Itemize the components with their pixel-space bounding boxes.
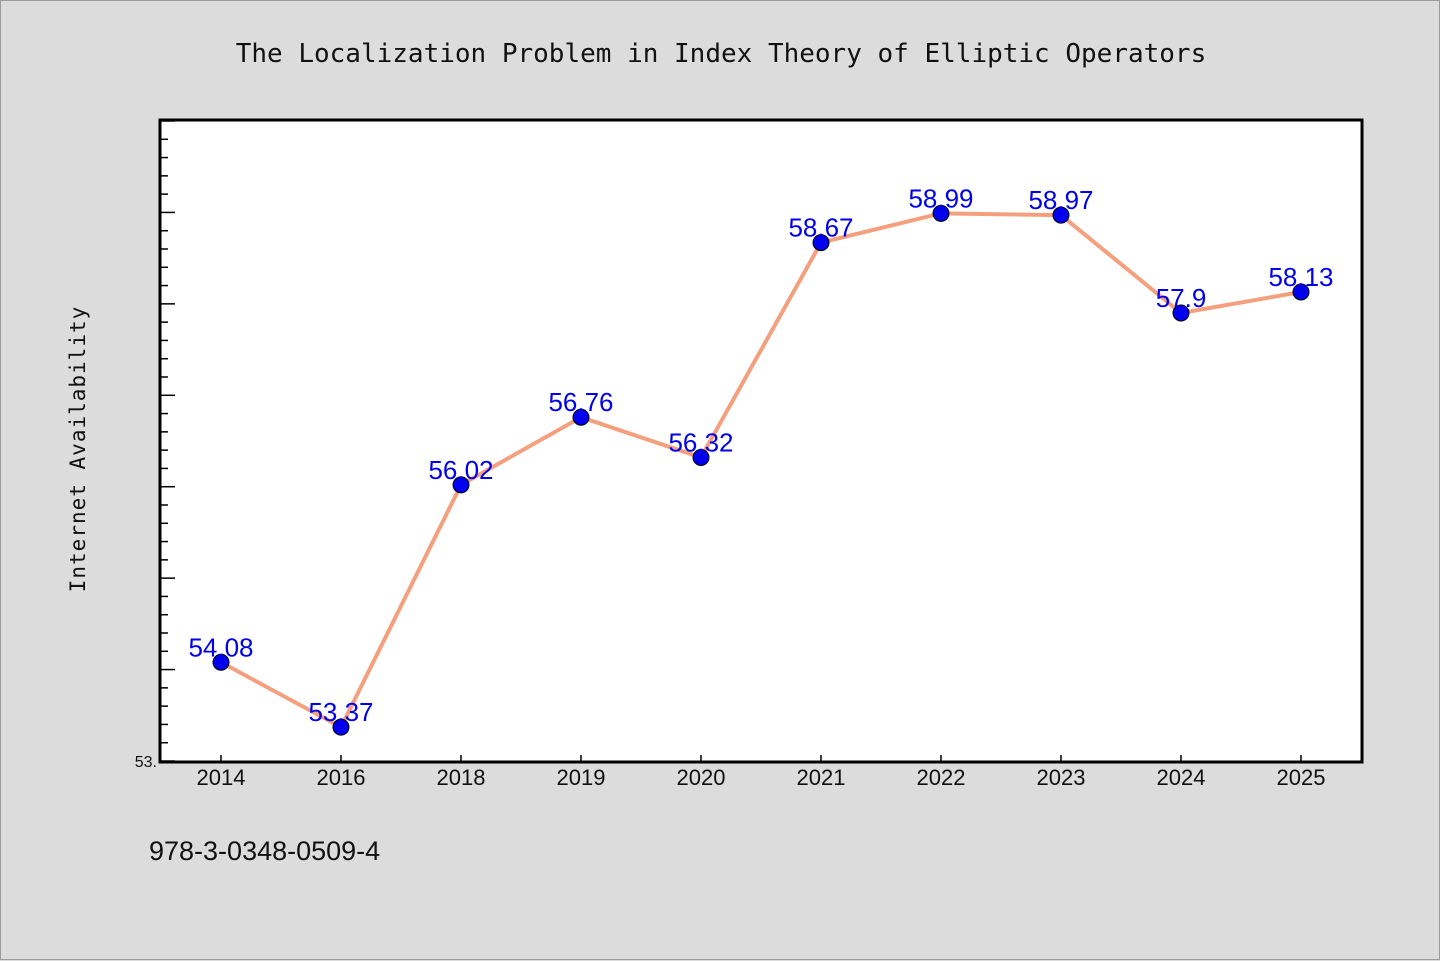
x-axis-ticks: 2014 2016 2018 2019 2020 2021 2022 2023 2024 2025 <box>197 755 1326 790</box>
x-tick-label-2025: 2025 <box>1277 765 1326 790</box>
x-tick-label-2021: 2021 <box>797 765 846 790</box>
x-tick-label-2014: 2014 <box>197 765 246 790</box>
data-label-2016: 53.37 <box>308 697 373 727</box>
x-tick-label-2020: 2020 <box>677 765 726 790</box>
data-point-2024 <box>1172 304 1190 322</box>
x-tick-label-2023: 2023 <box>1037 765 1086 790</box>
data-point-2021 <box>812 234 830 252</box>
x-tick-label-2016: 2016 <box>317 765 366 790</box>
x-tick-label-2019: 2019 <box>557 765 606 790</box>
data-point-2022 <box>932 204 950 222</box>
series-layer: 54.08 53.37 56.02 56.76 56.32 58.67 58.99 58.97… <box>188 183 1334 736</box>
chart-title: The Localization Problem in Index Theory… <box>236 39 1207 69</box>
data-point-2019 <box>572 408 590 426</box>
isbn-footer: 978-3-0348-0509-4 <box>149 836 381 866</box>
data-label-2014: 54.08 <box>188 632 253 662</box>
data-label-2018: 56.02 <box>428 455 493 485</box>
data-label-2025: 58.13 <box>1268 262 1333 292</box>
data-point-2014 <box>212 653 230 671</box>
data-label-2020: 56.32 <box>668 427 733 457</box>
data-label-2021: 58.67 <box>788 213 853 243</box>
y-axis-label: Internet Availability <box>66 306 90 593</box>
data-point-2018 <box>452 476 470 494</box>
x-tick-label-2024: 2024 <box>1157 765 1206 790</box>
data-point-2023 <box>1052 206 1070 224</box>
data-point-2020 <box>692 448 710 466</box>
data-label-2023: 58.97 <box>1028 185 1093 215</box>
x-tick-label-2018: 2018 <box>437 765 486 790</box>
series-line <box>220 211 1302 730</box>
data-label-2024: 57.9 <box>1156 283 1207 313</box>
data-label-2022: 58.99 <box>908 183 973 213</box>
data-point-2025 <box>1292 283 1310 301</box>
data-label-2019: 56.76 <box>548 387 613 417</box>
y-tick-label: 53. <box>135 754 157 771</box>
y-axis-ticks <box>161 120 175 762</box>
plot-area <box>158 118 1364 764</box>
x-tick-label-2022: 2022 <box>917 765 966 790</box>
data-point-2016 <box>332 718 350 736</box>
